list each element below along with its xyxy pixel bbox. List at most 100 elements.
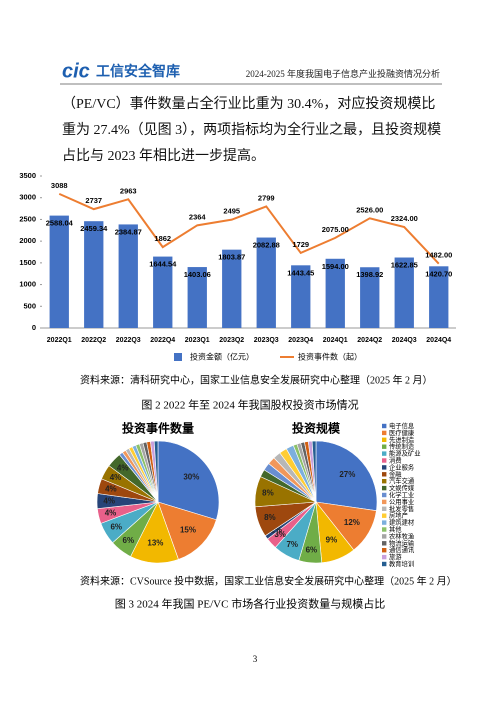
data-label: 2799 [258,193,275,202]
legend-swatch [382,451,387,456]
data-label: 7% [286,540,298,549]
data-label: 3% [274,530,286,539]
data-label: 1403.06 [184,270,211,279]
legend-swatch [382,458,387,463]
legend-label: 能源及矿业 [389,449,420,458]
logo: cic [62,60,90,82]
legend-label: 教育培训 [389,559,414,568]
x-tick-label: 2024Q3 [392,337,417,344]
data-label: 2526.00 [356,205,383,214]
legend-label: 化学工业 [389,490,414,499]
pie-slice [157,501,217,560]
data-label: 1443.45 [287,268,314,277]
data-label: 1594.00 [322,262,349,271]
data-label: 2588.04 [46,219,74,228]
data-label: 2364 [189,212,207,221]
x-tick-label: 2023Q3 [254,337,279,344]
bar [256,237,276,328]
legend-label: 传统制造 [389,442,415,451]
bar [222,249,242,328]
legend-label: 批发零售 [389,504,414,513]
x-tick-label: 2024Q4 [426,337,451,344]
data-label: 1482.00 [425,251,452,260]
y-tick-label: 1500 [19,258,36,267]
data-label: 1862 [154,234,171,243]
brand: 工信安全智库 [96,63,180,80]
data-label: 13% [147,539,163,548]
data-label: 1729 [292,240,309,249]
paragraph: （PE/VC）事件数量占全行业比重为 30.4%，对应投资规模比重为 27.4%… [62,97,442,164]
data-label: 8% [264,513,276,522]
y-tick-label: 500 [23,301,36,310]
data-label: 2324.00 [391,214,418,223]
legend-swatch [382,534,387,539]
bar [325,258,345,328]
legend-swatch [382,479,387,484]
x-tick-label: 2022Q1 [47,337,72,344]
data-label: 1644.54 [149,260,177,269]
bar [291,265,311,328]
data-label: 1420.70 [425,269,452,278]
pie-slice [311,440,317,503]
pie-title: 投资规模 [292,421,341,436]
data-label: 1622.85 [391,261,418,270]
legend-label: 农林牧渔 [389,531,414,540]
legend-swatch [382,499,387,505]
data-label: 4% [105,508,117,517]
legend-swatch [382,554,387,560]
legend-label: 建筑建材 [389,518,415,527]
data-label: 30% [183,472,199,481]
y-tick-label: 3500 [19,171,36,180]
pie-title: 投资事件数量 [122,421,194,436]
data-label: 4% [110,473,122,482]
legend-label: 旅游 [389,552,402,561]
y-tick-label: 2500 [19,214,36,223]
legend-label: 金融 [389,469,402,478]
bar [429,266,449,328]
data-label: 15% [180,526,196,535]
legend-swatch [382,423,387,429]
data-label: 3088 [51,181,68,190]
legend-label: 公用事业 [389,497,414,506]
legend-label: 其他 [389,525,402,534]
bar [118,224,138,328]
data-label: 27% [339,470,355,479]
data-label: 8% [262,489,274,498]
bar [84,221,104,328]
x-tick-label: 2024Q2 [357,337,382,344]
y-tick-label: 3000 [19,193,36,202]
x-tick-label: 2024Q1 [323,337,348,344]
data-label: 4% [105,484,117,493]
x-tick-label: 2022Q2 [81,337,106,344]
legend-label: 企业服务 [389,462,415,471]
legend-swatch [382,430,387,436]
data-label: 2459.34 [80,224,108,233]
pie-slice [315,440,378,512]
data-label: 6% [123,536,135,545]
legend-swatch [382,485,387,491]
data-label: 1803.87 [218,253,245,262]
data-label: 2737 [85,196,102,205]
legend-label: 物流运输 [389,538,415,547]
legend-label: 汽车交通 [389,476,415,485]
data-label: 9% [326,536,338,545]
x-tick-label: 2022Q3 [116,337,141,344]
x-tick-label: 2023Q2 [219,337,244,344]
source: 资料来源：CVSource 投中数据，国家工业信息安全发展研究中心整理（2025… [80,574,457,587]
caption: 图 2 2022 年至 2024 年我国股权投资市场情况 [141,398,358,412]
bar [49,215,69,328]
legend-label: 投资事件数（起） [298,352,362,362]
legend-label: 先进制造 [389,435,415,444]
page-number: 3 [253,654,258,664]
legend-swatch [382,561,387,567]
legend-swatch [382,513,387,518]
legend-swatch [382,472,387,477]
legend-label: 投资金额（亿元） [190,352,254,362]
data-label: 2082.88 [253,241,280,250]
legend-swatch [382,520,387,525]
x-tick-label: 2022Q4 [150,337,175,344]
x-tick-label: 2023Q1 [185,337,210,344]
source: 资料来源：清科研究中心，国家工业信息安全发展研究中心整理（2025 年 2 月） [80,373,433,386]
data-label: 1% [270,525,282,534]
